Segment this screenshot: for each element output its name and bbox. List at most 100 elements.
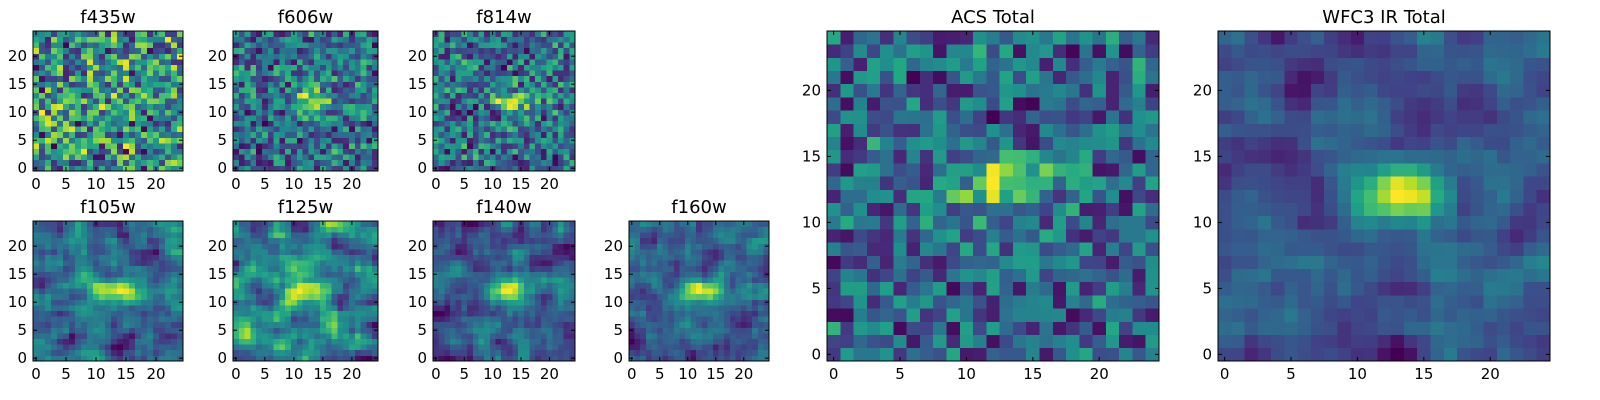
heatmap-cell <box>467 282 474 289</box>
heatmap-cell <box>171 31 178 37</box>
heatmap-cell <box>752 299 759 306</box>
heatmap-cell <box>177 103 184 110</box>
heatmap-cell <box>320 271 327 278</box>
heatmap-cell <box>147 126 154 133</box>
heatmap-cell <box>546 243 553 250</box>
heatmap-cell <box>337 327 344 334</box>
heatmap-cell <box>354 137 361 144</box>
heatmap-cell <box>880 189 894 203</box>
heatmap-cell <box>343 321 350 328</box>
heatmap-cell <box>177 64 184 71</box>
heatmap-cell <box>501 327 508 334</box>
heatmap-cell <box>662 310 669 317</box>
heatmap-cell <box>1052 295 1067 309</box>
heatmap-cell <box>506 265 513 272</box>
heatmap-cell <box>105 36 112 43</box>
heatmap-cell <box>1052 163 1067 177</box>
heatmap-cell <box>484 243 491 250</box>
heatmap-cell <box>308 137 315 144</box>
heatmap-cell <box>461 36 468 43</box>
heatmap-cell <box>1012 308 1027 322</box>
heatmap-cell <box>314 59 321 65</box>
heatmap-cell <box>529 87 536 93</box>
heatmap-cell <box>135 98 142 105</box>
heatmap-cell <box>489 64 496 71</box>
heatmap-cell <box>472 338 479 345</box>
heatmap-cell <box>296 81 303 88</box>
heatmap-cell <box>718 327 725 334</box>
heatmap-cell <box>123 59 130 65</box>
heatmap-cell <box>244 305 251 311</box>
heatmap-cell <box>256 31 263 37</box>
heatmap-cell <box>880 334 894 349</box>
heatmap-cell <box>171 137 178 144</box>
heatmap-cell <box>360 31 367 37</box>
heatmap-cell <box>763 237 770 244</box>
heatmap-cell <box>679 232 686 239</box>
heatmap-cell <box>325 232 332 239</box>
heatmap-cell <box>840 255 854 269</box>
heatmap-cell <box>81 226 88 233</box>
heatmap-cell <box>518 305 525 311</box>
heatmap-cell <box>535 81 542 88</box>
heatmap-cell <box>51 131 58 138</box>
heatmap-cell <box>673 321 680 328</box>
heatmap-cell <box>662 254 669 261</box>
heatmap-cell <box>1079 334 1093 349</box>
heatmap-cell <box>484 109 491 116</box>
heatmap-cell <box>724 327 731 334</box>
heatmap-cell <box>129 165 136 172</box>
heatmap-cell <box>57 109 64 116</box>
heatmap-cell <box>372 31 379 37</box>
heatmap-cell <box>478 254 485 261</box>
heatmap-cell <box>337 288 344 295</box>
heatmap-cell <box>63 265 70 272</box>
heatmap-cell <box>484 254 491 261</box>
heatmap-cell <box>343 98 350 105</box>
heatmap-cell <box>662 344 669 351</box>
heatmap-cell <box>75 148 82 155</box>
heatmap-cell <box>337 305 344 311</box>
heatmap-cell <box>569 305 576 311</box>
heatmap-cell <box>467 36 474 43</box>
heatmap-cell <box>105 260 112 267</box>
heatmap-cell <box>238 126 245 133</box>
heatmap-cell <box>518 333 525 339</box>
heatmap-cell <box>489 254 496 261</box>
heatmap-cell <box>512 260 519 267</box>
heatmap-cell <box>129 36 136 43</box>
heatmap-cell <box>557 333 565 339</box>
heatmap-cell <box>291 288 298 295</box>
heatmap-cell <box>372 349 379 356</box>
heatmap-cell <box>296 265 303 272</box>
heatmap-cell <box>165 42 172 49</box>
heatmap-cell <box>291 64 298 71</box>
heatmap-cell <box>141 221 148 227</box>
heatmap-cell <box>159 221 166 227</box>
heatmap-cell <box>279 221 286 227</box>
heatmap-cell <box>501 277 508 283</box>
heatmap-cell <box>69 293 76 300</box>
heatmap-cell <box>866 229 881 243</box>
heatmap-cell <box>267 232 274 239</box>
heatmap-cell <box>320 131 327 138</box>
heatmap-cell <box>557 42 565 49</box>
heatmap-cell <box>291 349 298 356</box>
heatmap-cell <box>472 59 479 65</box>
heatmap-cell <box>129 305 136 311</box>
heatmap-cell <box>472 260 479 267</box>
heatmap-cell <box>461 75 468 82</box>
panel-title: f125w <box>278 197 333 218</box>
heatmap-cell <box>569 131 576 138</box>
heatmap-cell <box>518 59 525 65</box>
heatmap-cell <box>314 131 321 138</box>
heatmap-cell <box>906 334 921 349</box>
heatmap-cell <box>177 159 184 166</box>
heatmap-cell <box>273 299 280 306</box>
heatmap-cell <box>718 232 725 239</box>
heatmap-cell <box>959 295 974 309</box>
heatmap-cell <box>455 260 462 267</box>
heatmap-cell <box>129 159 136 166</box>
heatmap-cell <box>634 271 641 278</box>
heatmap-cell <box>529 36 536 43</box>
